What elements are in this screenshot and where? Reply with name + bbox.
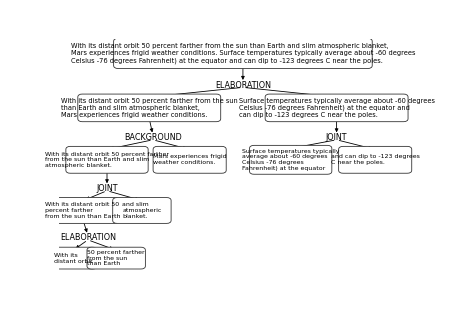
FancyBboxPatch shape [114, 38, 372, 68]
Text: 50 percent farther
from the sun
than Earth: 50 percent farther from the sun than Ear… [87, 250, 145, 266]
Text: With its
distant orbit: With its distant orbit [54, 253, 92, 264]
FancyBboxPatch shape [265, 94, 408, 122]
FancyBboxPatch shape [66, 146, 148, 173]
Text: and slim
atmospheric
blanket.: and slim atmospheric blanket. [122, 202, 162, 219]
FancyBboxPatch shape [49, 247, 97, 269]
FancyBboxPatch shape [78, 94, 221, 122]
Text: Surface temperatures typically
average about -60 degrees
Celsius -76 degrees
Fah: Surface temperatures typically average a… [242, 149, 339, 171]
FancyBboxPatch shape [87, 247, 146, 269]
Text: JOINT: JOINT [96, 184, 118, 193]
Text: ELABORATION: ELABORATION [60, 233, 116, 242]
Text: Mars experiences frigid
weather conditions.: Mars experiences frigid weather conditio… [153, 154, 227, 165]
Text: With its distant orbit 50
percent farther
from the sun than Earth: With its distant orbit 50 percent farthe… [46, 202, 121, 219]
FancyBboxPatch shape [47, 197, 119, 223]
Text: BACKGROUND: BACKGROUND [124, 133, 182, 142]
FancyBboxPatch shape [249, 145, 332, 174]
FancyBboxPatch shape [153, 146, 226, 173]
Text: With its distant orbit 50 percent farther from the sun than Earth and slim atmos: With its distant orbit 50 percent farthe… [71, 43, 415, 64]
FancyBboxPatch shape [338, 146, 412, 173]
Text: ELABORATION: ELABORATION [215, 81, 271, 89]
Text: Surface temperatures typically average about -60 degrees
Celsius -76 degrees Fah: Surface temperatures typically average a… [238, 98, 435, 118]
FancyBboxPatch shape [113, 197, 171, 223]
Text: With its distant orbit 50 percent farther from the sun
than Earth and slim atmos: With its distant orbit 50 percent farthe… [61, 98, 237, 118]
Text: and can dip to -123 degrees
C near the poles.: and can dip to -123 degrees C near the p… [331, 154, 419, 165]
Text: JOINT: JOINT [326, 133, 347, 142]
Text: With its distant orbit 50 percent farther
from the sun than Earth and slim
atmos: With its distant orbit 50 percent farthe… [45, 152, 169, 168]
